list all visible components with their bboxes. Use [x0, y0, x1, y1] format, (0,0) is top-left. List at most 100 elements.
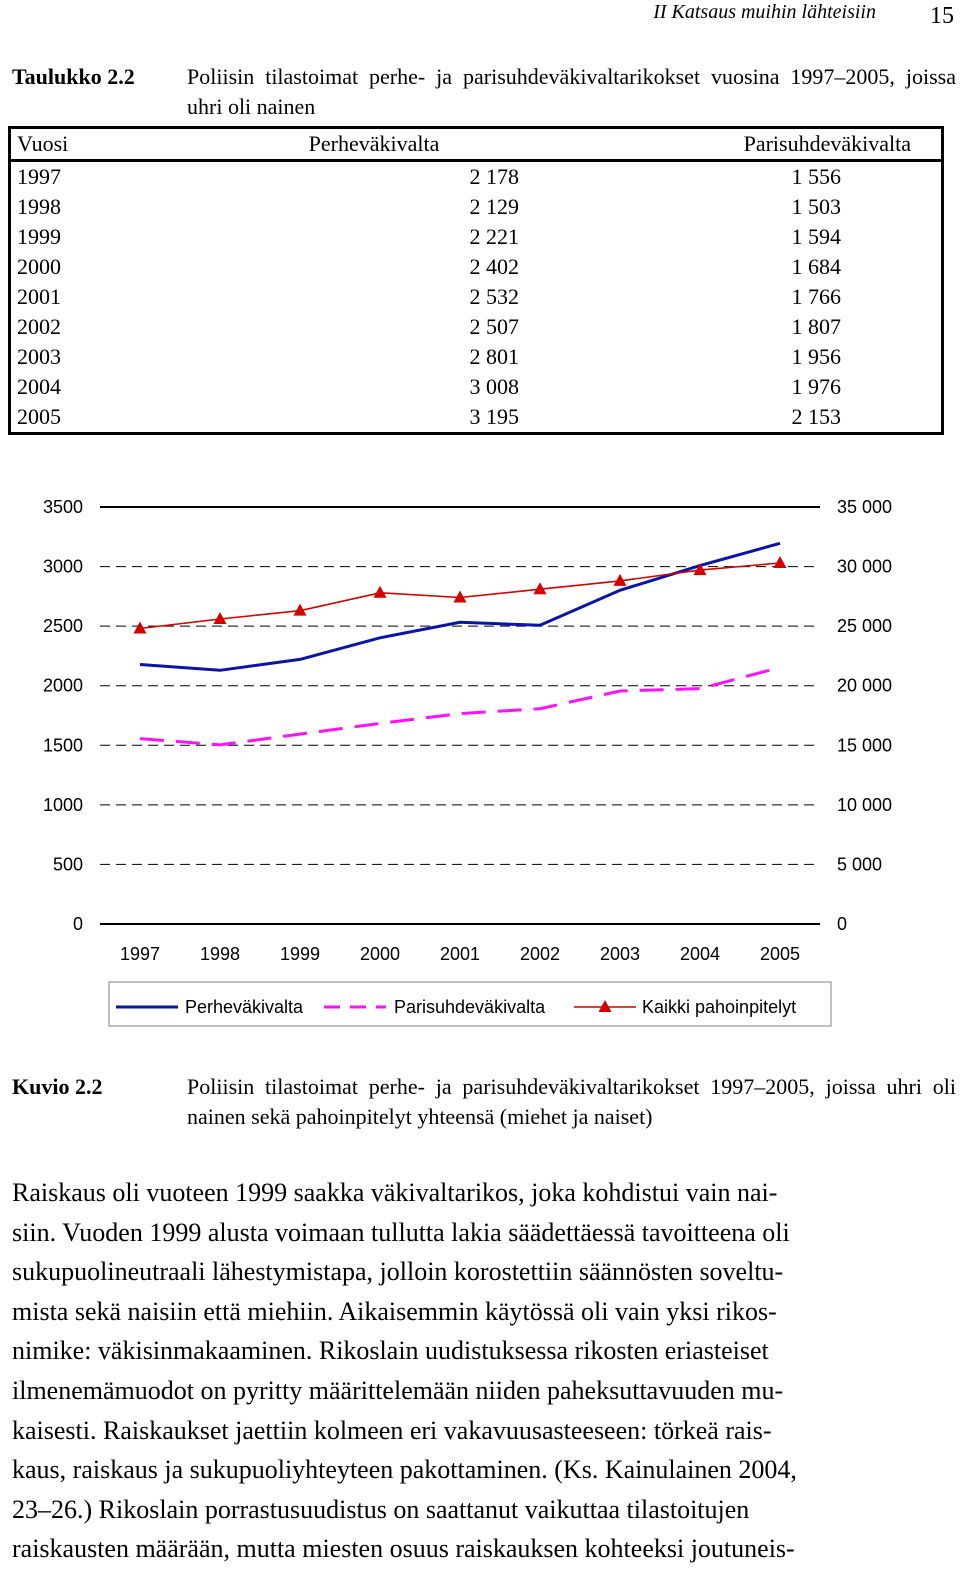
- left-axis-tick-label: 2000: [43, 676, 83, 696]
- data-table: Vuosi Perheväkivalta Parisuhdeväkivalta …: [8, 126, 944, 435]
- year-cell: 2003: [17, 344, 61, 369]
- family-violence-cell: 3 008: [469, 374, 520, 399]
- family-violence-cell: 2 221: [469, 224, 520, 249]
- x-axis-tick-label: 2002: [520, 944, 560, 964]
- table-row: 2003 2 801 1 956: [10, 342, 943, 372]
- x-axis-tick-label: 2004: [680, 944, 720, 964]
- page-number: 15: [930, 3, 954, 29]
- figure-caption-label: Kuvio 2.2: [12, 1074, 103, 1099]
- year-cell: 2001: [17, 284, 61, 309]
- body-line: raiskausten määrään, mutta miesten osuus…: [12, 1534, 795, 1564]
- year-cell: 2000: [17, 254, 61, 279]
- table-header-row: Vuosi Perheväkivalta Parisuhdeväkivalta: [9, 127, 943, 162]
- right-axis-tick-label: 30 000: [837, 557, 892, 577]
- year-cell: 1999: [17, 224, 61, 249]
- column-header-family-violence: Perheväkivalta: [223, 127, 525, 162]
- all-assaults-point-marker: [613, 573, 627, 586]
- all-assaults-point-marker: [453, 590, 467, 603]
- body-line: nimike: väkisinmakaaminen. Rikoslain uud…: [12, 1336, 769, 1366]
- partner-violence-cell: 1 976: [791, 374, 842, 399]
- body-line: kaisesti. Raiskaukset jaettiin kolmeen e…: [12, 1415, 772, 1445]
- right-axis-tick-label: 0: [837, 914, 847, 934]
- x-axis-tick-label: 1997: [120, 944, 160, 964]
- x-axis-tick-label: 1998: [200, 944, 240, 964]
- left-axis-tick-label: 500: [53, 854, 83, 874]
- all-assaults-point-marker: [133, 621, 147, 634]
- partner-violence-series-line: [139, 666, 781, 747]
- all-assaults-point-marker: [213, 611, 227, 624]
- family-violence-cell: 3 195: [469, 404, 520, 429]
- body-line: kaus, raiskaus ja sukupuoliyhteyteen pak…: [12, 1455, 797, 1485]
- year-cell: 1998: [17, 194, 61, 219]
- partner-violence-cell: 1 556: [791, 164, 842, 189]
- all-assaults-point-marker: [533, 582, 547, 595]
- legend-box: [108, 981, 832, 1027]
- body-line: Raiskaus oli vuoteen 1999 saakka väkival…: [12, 1178, 778, 1207]
- x-axis-tick-label: 2005: [760, 944, 800, 964]
- all-assaults-point-marker: [773, 555, 787, 568]
- table-row: 2002 2 507 1 807: [10, 312, 943, 342]
- partner-violence-cell: 1 503: [791, 194, 842, 219]
- x-axis-tick-label: 2003: [600, 944, 640, 964]
- column-header-year: Vuosi: [9, 127, 223, 162]
- table-caption: Taulukko 2.2 Poliisin tilastoimat perhe-…: [12, 62, 956, 122]
- right-axis-tick-label: 35 000: [837, 497, 892, 517]
- table-row: 1998 2 129 1 503: [10, 192, 943, 222]
- table-row: 2000 2 402 1 684: [10, 252, 943, 282]
- family-violence-cell: 2 532: [469, 284, 520, 309]
- left-axis-tick-label: 1000: [43, 795, 83, 815]
- body-paragraph: Raiskaus oli vuoteen 1999 saakka väkival…: [12, 1173, 956, 1569]
- right-axis-tick-label: 15 000: [837, 735, 892, 755]
- all-assaults-point-marker: [693, 563, 707, 576]
- partner-violence-cell: 1 766: [791, 284, 842, 309]
- x-axis-tick-label: 1999: [280, 944, 320, 964]
- family-violence-cell: 2 801: [469, 344, 520, 369]
- partner-violence-cell: 1 956: [791, 344, 842, 369]
- body-line: siin. Vuoden 1999 alusta voimaan tullutt…: [12, 1217, 790, 1247]
- family-violence-cell: 2 129: [469, 194, 520, 219]
- table-row: 1997 2 178 1 556: [10, 161, 943, 193]
- year-cell: 2004: [17, 374, 61, 399]
- left-axis-tick-label: 1500: [43, 735, 83, 755]
- table-row: 2001 2 532 1 766: [10, 282, 943, 312]
- partner-violence-cell: 2 153: [791, 404, 842, 429]
- partner-violence-legend-label: Parisuhdeväkivalta: [394, 997, 546, 1017]
- body-line: mista sekä naisiin että miehiin. Aikaise…: [12, 1296, 777, 1326]
- figure-caption-text: Poliisin tilastoimat perhe- ja parisuhde…: [187, 1074, 956, 1129]
- family-violence-cell: 2 507: [469, 314, 520, 339]
- table-row: 1999 2 221 1 594: [10, 222, 943, 252]
- column-header-partner-violence: Parisuhdeväkivalta: [525, 127, 943, 162]
- partner-violence-cell: 1 594: [791, 224, 842, 249]
- year-cell: 1997: [17, 164, 61, 189]
- year-cell: 2002: [17, 314, 61, 339]
- left-axis-tick-label: 3500: [43, 497, 83, 517]
- all-assaults-point-marker: [373, 585, 387, 598]
- partner-violence-cell: 1 807: [791, 314, 842, 339]
- running-header: II Katsaus muihin lähteisiin 15: [0, 0, 960, 30]
- left-axis-tick-label: 3000: [43, 557, 83, 577]
- right-axis-tick-label: 20 000: [837, 676, 892, 696]
- table-caption-label: Taulukko 2.2: [12, 64, 135, 89]
- body-line: ilmenemämuodot on pyritty määrittelemään…: [12, 1375, 784, 1405]
- running-title: II Katsaus muihin lähteisiin: [653, 1, 876, 23]
- all-assaults-legend-marker: [598, 1000, 612, 1012]
- all-assaults-point-marker: [293, 603, 307, 616]
- x-axis-tick-label: 2001: [440, 944, 480, 964]
- left-axis-tick-label: 0: [73, 914, 83, 934]
- right-axis-tick-label: 10 000: [837, 795, 892, 815]
- table-row: 2004 3 008 1 976: [10, 372, 943, 402]
- table-caption-text: Poliisin tilastoimat perhe- ja parisuhde…: [187, 64, 956, 119]
- left-axis-tick-label: 2500: [43, 616, 83, 636]
- body-line: sukupuolineutraali lähestymistapa, jollo…: [12, 1257, 784, 1287]
- line-chart: 0 0 500 5 000 1000 10 000 1500 15 000 2000 20 000…: [43, 497, 892, 1027]
- family-violence-series-line: [139, 541, 781, 672]
- x-axis-tick-label: 2000: [360, 944, 400, 964]
- all-assaults-legend-label: Kaikki pahoinpitelyt: [642, 997, 796, 1017]
- partner-violence-cell: 1 684: [791, 254, 842, 279]
- family-violence-cell: 2 402: [469, 254, 520, 279]
- body-line: 23–26.) Rikoslain porrastusuudistus on s…: [12, 1494, 750, 1524]
- right-axis-tick-label: 25 000: [837, 616, 892, 636]
- table-row: 2005 3 195 2 153: [10, 402, 943, 434]
- family-violence-cell: 2 178: [469, 164, 520, 189]
- year-cell: 2005: [17, 404, 61, 429]
